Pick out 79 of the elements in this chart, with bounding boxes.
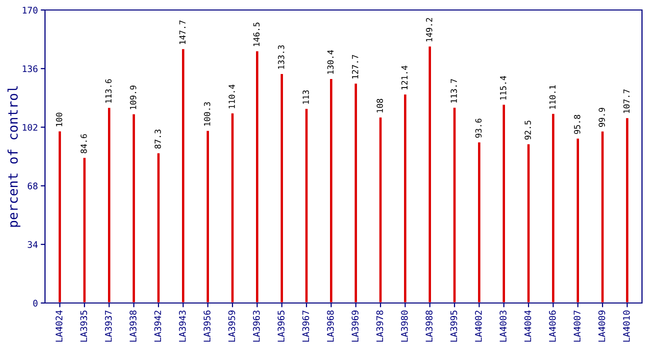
bar bbox=[57, 130, 62, 303]
data-label: 92.5 bbox=[524, 120, 531, 140]
bar bbox=[550, 112, 556, 303]
bar bbox=[402, 93, 408, 303]
x-tick-label: LA3942 bbox=[154, 310, 162, 342]
data-label: 93.6 bbox=[475, 118, 482, 138]
bar bbox=[378, 116, 384, 303]
bar bbox=[600, 130, 606, 303]
bar bbox=[624, 116, 630, 303]
x-tick-label: LA4003 bbox=[500, 310, 506, 342]
data-label: 113 bbox=[302, 90, 309, 104]
x-tick-label: LA3938 bbox=[130, 310, 136, 342]
data-label: 146.5 bbox=[253, 22, 260, 46]
x-tick-label: LA3969 bbox=[352, 310, 358, 342]
x-tick-label: LA3980 bbox=[400, 310, 408, 342]
bar bbox=[353, 82, 358, 303]
data-label: 109.9 bbox=[130, 86, 136, 110]
data-label: 127.7 bbox=[352, 55, 358, 78]
data-label: 107.7 bbox=[623, 89, 630, 113]
data-label: 149.2 bbox=[426, 18, 432, 42]
x-tick-label: LA3968 bbox=[326, 310, 334, 342]
x-tick-label: LA3956 bbox=[204, 310, 210, 342]
bar bbox=[230, 112, 236, 303]
bar bbox=[156, 152, 162, 303]
x-tick-label: LA4024 bbox=[56, 310, 62, 342]
data-label: 100.3 bbox=[204, 102, 210, 126]
bar bbox=[575, 137, 580, 303]
x-tick-label: LA3965 bbox=[278, 310, 284, 342]
x-tick-label: LA3959 bbox=[228, 310, 236, 342]
y-tick-label: 102 bbox=[22, 124, 38, 131]
bar bbox=[279, 72, 284, 303]
x-tick-label: LA4007 bbox=[574, 310, 581, 342]
bar bbox=[254, 50, 260, 303]
data-label: 95.8 bbox=[574, 114, 580, 134]
bar bbox=[131, 112, 136, 303]
bar bbox=[427, 45, 432, 303]
x-tick-label: LA3937 bbox=[104, 310, 112, 342]
data-label: 110.1 bbox=[549, 85, 556, 109]
data-label: 84.6 bbox=[80, 134, 87, 154]
data-label: 113.6 bbox=[105, 79, 112, 103]
data-label: 100 bbox=[56, 112, 62, 126]
data-label: 130.4 bbox=[327, 50, 334, 74]
bar bbox=[205, 129, 210, 303]
y-axis-title: percent of control bbox=[8, 86, 20, 227]
data-label: 87.3 bbox=[154, 130, 161, 149]
bar bbox=[82, 156, 88, 303]
data-label: 113.7 bbox=[450, 79, 457, 103]
y-tick-label: 0 bbox=[33, 300, 38, 307]
y-tick-label: 68 bbox=[28, 182, 38, 190]
x-tick-label: LA3943 bbox=[178, 310, 186, 342]
x-tick-label: LA4004 bbox=[524, 310, 532, 342]
x-tick-label: LA3935 bbox=[80, 310, 88, 342]
bar bbox=[476, 140, 482, 303]
data-label: 121.4 bbox=[401, 66, 408, 90]
bar bbox=[501, 103, 506, 303]
data-label: 108 bbox=[376, 98, 383, 112]
x-tick-label: LA4002 bbox=[474, 310, 482, 342]
x-tick-label: LA4009 bbox=[598, 310, 606, 342]
x-tick-label: LA3995 bbox=[450, 310, 458, 342]
y-tick-label: 170 bbox=[22, 6, 38, 14]
y-tick-label: 136 bbox=[22, 65, 38, 72]
data-label: 110.4 bbox=[228, 84, 235, 108]
bar bbox=[106, 106, 112, 303]
bar bbox=[180, 48, 186, 303]
y-tick-label: 34 bbox=[28, 241, 38, 248]
bar bbox=[328, 78, 334, 303]
data-label: 115.4 bbox=[500, 76, 506, 100]
data-label: 99.9 bbox=[598, 108, 605, 127]
bar bbox=[526, 142, 532, 303]
bar bbox=[304, 108, 310, 303]
x-tick-label: LA4006 bbox=[549, 310, 556, 342]
x-tick-label: LA3988 bbox=[426, 310, 432, 342]
x-tick-label: LA3967 bbox=[302, 310, 310, 342]
data-label: 133.3 bbox=[278, 45, 284, 69]
x-tick-label: LA3963 bbox=[252, 310, 260, 342]
data-label: 147.7 bbox=[179, 20, 186, 44]
x-tick-label: LA3978 bbox=[376, 310, 384, 342]
x-tick-label: LA4010 bbox=[623, 310, 630, 342]
bar bbox=[452, 106, 458, 303]
